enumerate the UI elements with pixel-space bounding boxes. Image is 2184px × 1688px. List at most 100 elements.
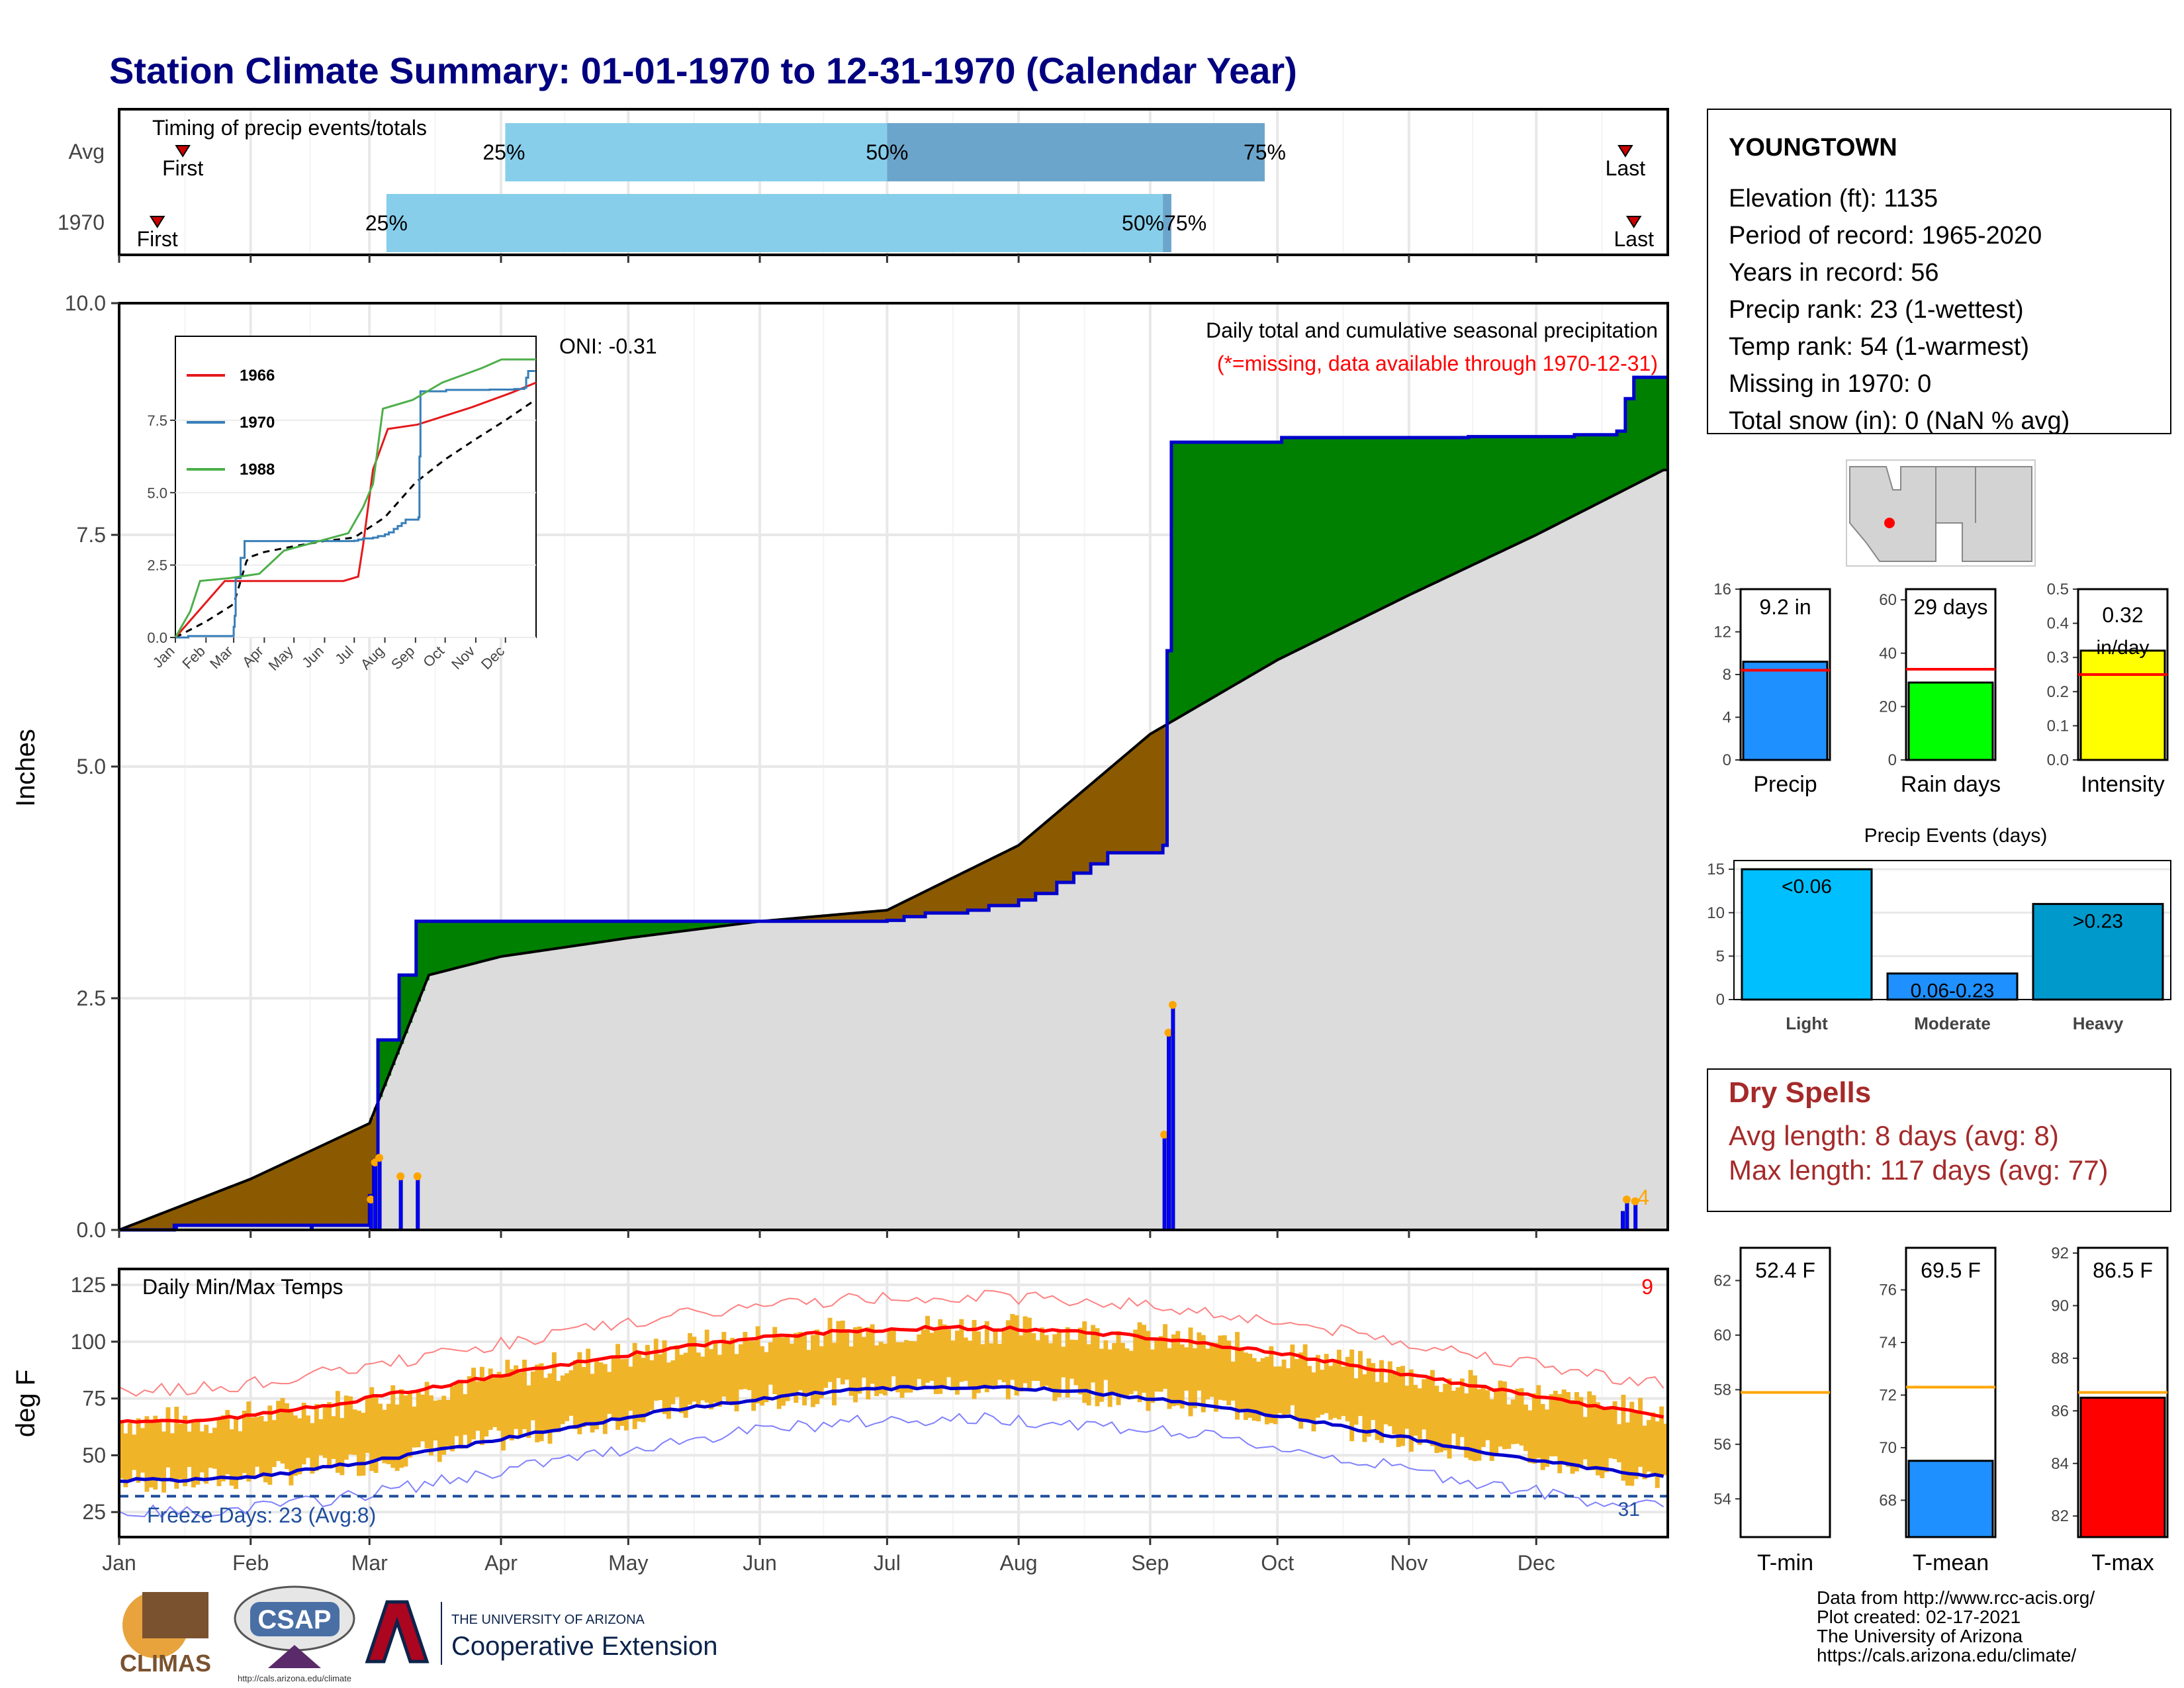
temp-summary-tick-label: 76 <box>1879 1282 1897 1299</box>
timing-frame <box>118 108 1669 256</box>
below-normal-slice <box>289 1160 294 1225</box>
station-info-box: YOUNGTOWN Elevation (ft): 1135 Period of … <box>1707 109 2171 435</box>
daily-temp-range-bar <box>1426 1376 1431 1441</box>
daily-temp-range-bar <box>658 1354 663 1401</box>
temp-summary-bar <box>2079 1396 2166 1538</box>
daily-temp-range-bar <box>938 1319 943 1394</box>
above-normal-slice <box>1256 442 1261 671</box>
below-normal-slice <box>853 913 858 921</box>
below-normal-slice <box>242 1181 248 1225</box>
daily-temp-range-bar <box>276 1401 281 1462</box>
footer-credit-line: Plot created: 02-17-2021 <box>1817 1607 2021 1627</box>
daily-temp-range-bar <box>1307 1366 1312 1421</box>
above-normal-slice <box>1655 377 1660 473</box>
above-normal-slice <box>1332 438 1338 632</box>
daily-temp-range-bar <box>1315 1354 1320 1418</box>
below-normal-slice <box>802 917 807 921</box>
daily-temp-range-bar <box>1396 1366 1401 1447</box>
daily-temp-range-bar <box>989 1343 994 1388</box>
daily-temp-range-bar <box>433 1400 438 1441</box>
below-normal-slice <box>836 914 841 921</box>
daily-temp-range-bar <box>1095 1328 1100 1407</box>
precip-y-tick-label: 10.0 <box>65 291 106 315</box>
above-normal-slice <box>1638 377 1643 482</box>
above-normal-slice <box>628 921 633 938</box>
temp-summary-value: 69.5 F <box>1921 1258 1981 1282</box>
inset-frame <box>175 336 537 638</box>
above-normal-slice <box>1358 438 1363 620</box>
station-detail-line: Missing in 1970: 0 <box>1729 370 1931 398</box>
daily-temp-range-bar <box>1290 1344 1295 1405</box>
daily-temp-range-bar <box>318 1419 324 1456</box>
daily-temp-range-bar <box>132 1434 137 1470</box>
daily-temp-range-bar <box>199 1431 205 1473</box>
daily-temp-range-bar <box>874 1345 880 1397</box>
daily-temp-range-bar <box>187 1431 192 1468</box>
below-normal-slice <box>352 1130 357 1225</box>
daily-temp-range-bar <box>929 1333 934 1381</box>
summary-tick-label: 0.1 <box>2047 717 2069 735</box>
summary-bar-charts: 0 4 8 12 16 9.2 in Precip 0 20 40 60 29 days Rain da… <box>1713 581 2169 797</box>
summary-category-label: Intensity <box>2081 772 2165 797</box>
above-normal-slice <box>1629 399 1635 487</box>
above-normal-slice <box>488 921 493 960</box>
below-normal-slice <box>199 1197 205 1225</box>
above-normal-slice <box>725 921 731 925</box>
daily-temp-range-bar <box>590 1374 595 1433</box>
daily-temp-range-bar <box>331 1416 336 1459</box>
temp-summary-t-max: 82 84 86 88 90 92 86.5 F T-max <box>2051 1244 2169 1575</box>
below-normal-slice <box>322 1144 328 1225</box>
daily-temp-range-bar <box>1591 1395 1596 1471</box>
above-normal-slice <box>1587 434 1592 508</box>
below-normal-slice <box>267 1170 273 1225</box>
above-normal-slice <box>1455 438 1461 573</box>
daily-temp-range-bar <box>1455 1387 1461 1450</box>
below-normal-slice <box>216 1191 222 1225</box>
daily-temp-range-bar <box>565 1373 570 1421</box>
below-normal-slice <box>361 1126 366 1225</box>
above-normal-slice <box>1260 442 1265 669</box>
daily-temp-range-bar <box>1434 1385 1439 1453</box>
above-normal-slice <box>1591 434 1596 506</box>
daily-temp-range-bar <box>1286 1368 1291 1415</box>
precip-y-tick-label: 2.5 <box>77 986 106 1010</box>
daily-temp-range-bar <box>1014 1315 1019 1396</box>
daily-temp-range-bar <box>263 1421 268 1483</box>
daily-temp-range-bar <box>1473 1375 1478 1462</box>
daily-temp-range-bar <box>412 1406 417 1448</box>
precip-y-tick-label: 0.0 <box>77 1218 106 1242</box>
inset-line-1970 <box>175 370 535 639</box>
daily-temp-range-bar <box>577 1352 582 1434</box>
daily-temp-range-bar <box>340 1418 345 1476</box>
month-label-dec: Dec <box>1518 1551 1555 1575</box>
below-normal-slice <box>815 916 820 921</box>
daily-temp-range-bar <box>993 1330 998 1387</box>
daily-temp-range-bar <box>234 1419 239 1489</box>
daily-temp-range-bar <box>1612 1401 1617 1460</box>
below-normal-slice <box>857 912 862 921</box>
above-normal-slice <box>586 921 591 944</box>
daily-temp-range-bar <box>140 1428 145 1473</box>
daily-temp-range-bar <box>289 1409 294 1485</box>
daily-temp-range-bar <box>1086 1344 1091 1406</box>
above-normal-slice <box>1311 438 1316 643</box>
below-normal-slice <box>140 1221 146 1230</box>
precip-cumulative-fills <box>118 375 1668 1232</box>
daily-temp-range-bar <box>1069 1339 1074 1379</box>
daily-temp-range-bar <box>1387 1361 1392 1427</box>
below-normal-slice <box>314 1148 320 1225</box>
above-normal-slice <box>666 921 672 933</box>
daily-temp-range-bar <box>1230 1361 1236 1401</box>
above-normal-slice <box>1480 436 1486 560</box>
daily-temp-range-bar <box>1019 1335 1024 1391</box>
daily-temp-range-bar <box>174 1407 179 1489</box>
daily-precip-marker <box>367 1196 375 1203</box>
daily-temp-range-bar <box>357 1411 361 1476</box>
inset-line-1988 <box>174 358 536 638</box>
daily-temp-range-bar <box>403 1395 408 1467</box>
daily-temp-range-bar <box>450 1386 455 1452</box>
above-normal-slice <box>450 921 455 969</box>
below-normal-slice <box>144 1219 150 1230</box>
above-normal-slice <box>594 921 600 943</box>
daily-temp-range-bar <box>1107 1349 1113 1407</box>
